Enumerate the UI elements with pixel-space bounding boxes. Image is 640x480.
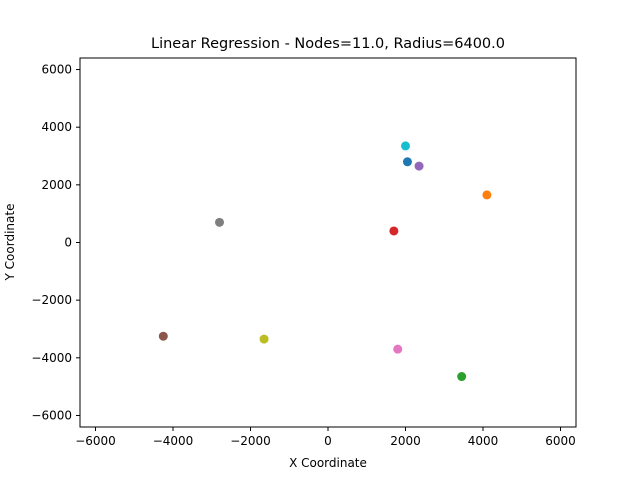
x-tick-label: −6000	[75, 434, 116, 448]
x-tick-label: 6000	[545, 434, 576, 448]
x-tick-label: 0	[324, 434, 332, 448]
y-axis: −6000 −4000 −2000 0 2000 4000 6000	[31, 63, 80, 422]
scatter-point	[393, 344, 403, 354]
y-tick-label: 0	[64, 236, 72, 250]
y-tick-label: −4000	[31, 351, 72, 365]
y-tick-label: 6000	[41, 63, 72, 77]
x-axis-title: X Coordinate	[289, 456, 367, 470]
y-tick-label: 2000	[41, 178, 72, 192]
x-tick-label: −4000	[153, 434, 194, 448]
scatter-point	[215, 217, 224, 227]
y-tick-label: −6000	[31, 408, 72, 422]
scatter-point	[482, 190, 492, 200]
chart-title: Linear Regression - Nodes=11.0, Radius=6…	[151, 36, 505, 52]
y-tick-label: −2000	[31, 293, 72, 307]
y-tick-label: 4000	[41, 120, 72, 134]
plot-frame	[79, 57, 577, 428]
scatter-point	[402, 157, 412, 167]
scatter-point	[414, 161, 424, 171]
x-tick-label: 2000	[390, 434, 421, 448]
x-tick-label: −2000	[230, 434, 271, 448]
scatter-point	[158, 331, 168, 341]
scatter-point	[259, 334, 269, 344]
scatter-point	[401, 141, 410, 151]
scatter-point	[457, 372, 467, 382]
x-tick-label: 4000	[468, 434, 499, 448]
x-axis: −6000 −4000 −2000 0 2000 4000 6000	[75, 427, 576, 448]
plot-area	[158, 141, 492, 382]
scatter-point	[389, 226, 399, 236]
y-axis-title: Y Coordinate	[3, 204, 17, 282]
